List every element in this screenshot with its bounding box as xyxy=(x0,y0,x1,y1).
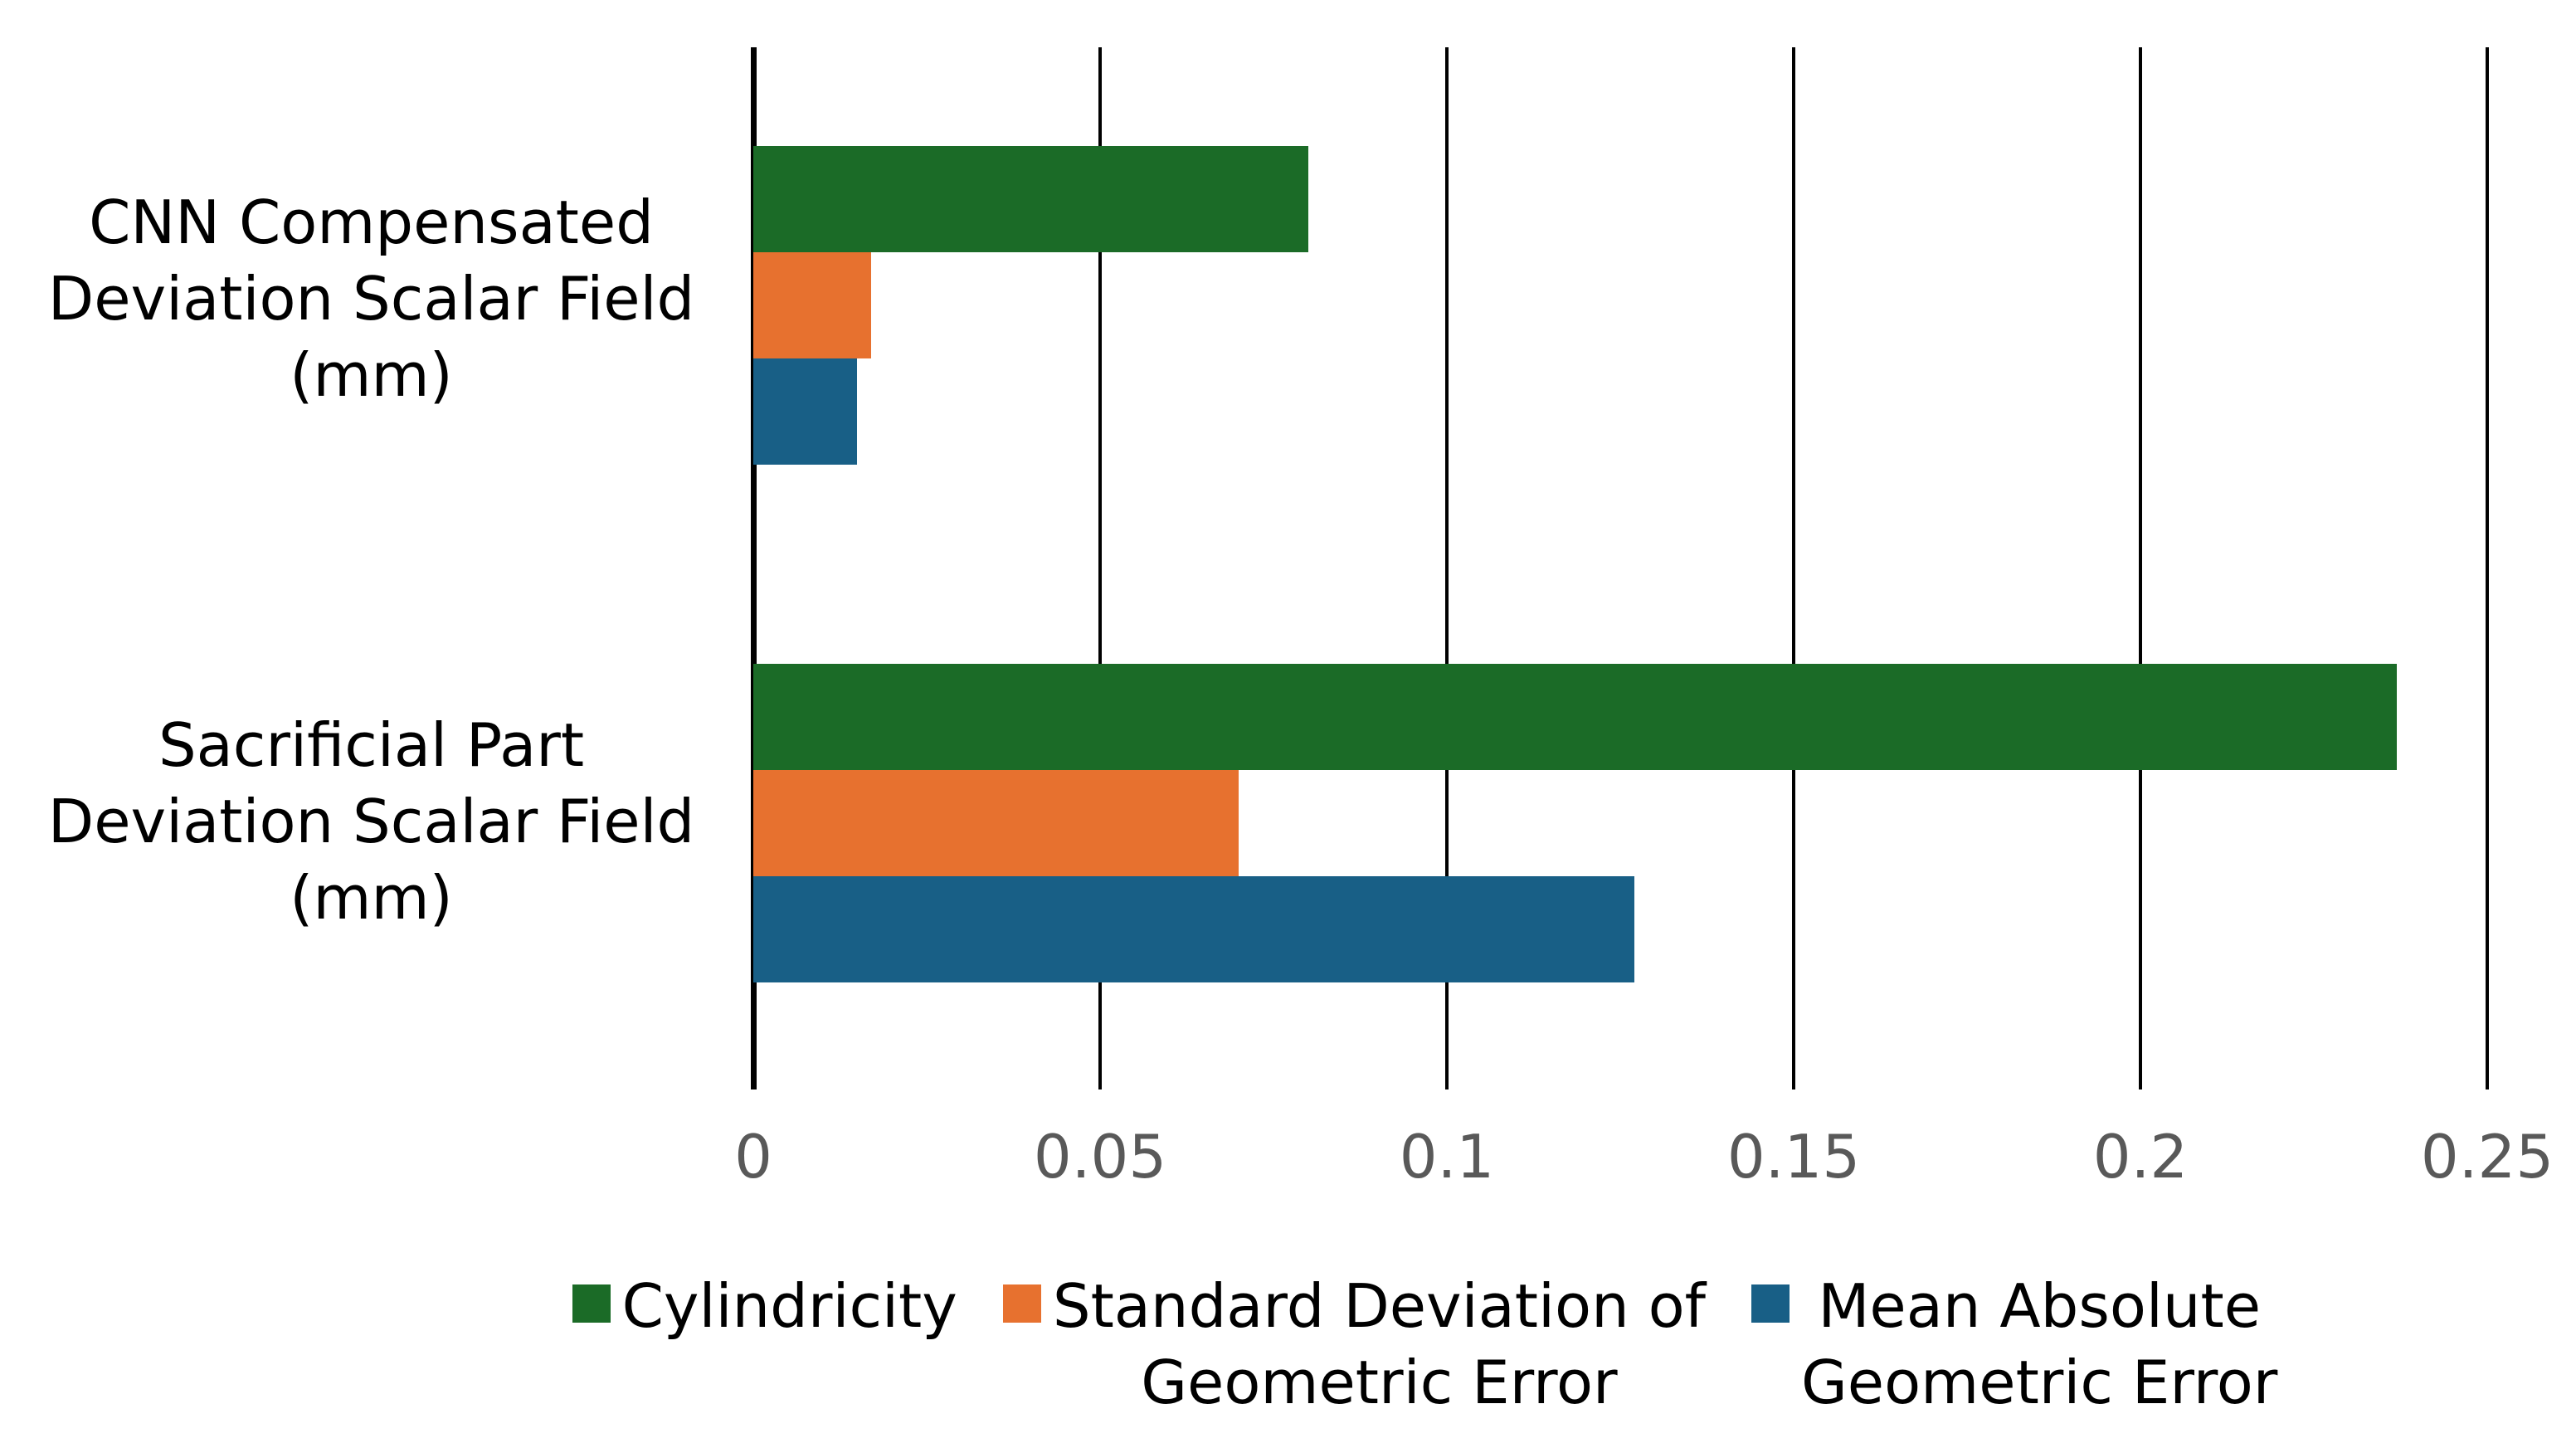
legend-label-line: Cylindricity xyxy=(621,1271,957,1341)
category-label-cnn: CNN Compensated Deviation Scalar Field (mm… xyxy=(12,184,730,413)
category-label-line: (mm) xyxy=(290,863,453,933)
x-tick-label-0.05: 0.05 xyxy=(1033,1122,1167,1192)
x-tick-label-0.25: 0.25 xyxy=(2420,1122,2554,1192)
x-tick-label-0.1: 0.1 xyxy=(1399,1122,1495,1192)
gridline-0.2 xyxy=(2139,47,2142,1089)
legend-item-series-3: Mean Absolute Geometric Error xyxy=(1751,1268,2277,1421)
bar-cnn-series-3 xyxy=(753,358,858,465)
category-label-line: CNN Compensated xyxy=(89,188,654,257)
gridline-0.05 xyxy=(1098,47,1102,1089)
legend-label: Mean Absolute Geometric Error xyxy=(1801,1268,2277,1421)
category-label-sacrificial: Sacrificial Part Deviation Scalar Field (m… xyxy=(12,707,730,936)
legend-label: Standard Deviation of Geometric Error xyxy=(1053,1268,1706,1421)
gridline-0.1 xyxy=(1445,47,1449,1089)
category-label-line: Sacrificial Part xyxy=(158,710,585,780)
chart-legend: Cylindricity Standard Deviation of Geometr… xyxy=(274,1268,2576,1421)
legend-item-series-2: Standard Deviation of Geometric Error xyxy=(1002,1268,1706,1421)
gridline-0.15 xyxy=(1792,47,1795,1089)
bar-cnn-series-2 xyxy=(753,252,872,358)
category-label-line: (mm) xyxy=(290,340,453,410)
gridline-0.25 xyxy=(2486,47,2489,1089)
legend-swatch-icon xyxy=(1751,1284,1790,1323)
bar-sacrificial-series-1 xyxy=(753,664,2398,770)
legend-label-line: Mean Absolute xyxy=(1818,1271,2262,1341)
legend-label: Cylindricity xyxy=(622,1268,957,1344)
bar-cnn-series-1 xyxy=(753,146,1308,252)
category-label-line: Deviation Scalar Field xyxy=(47,264,695,334)
x-tick-label-0: 0 xyxy=(734,1122,772,1192)
y-axis-line xyxy=(751,47,757,1089)
legend-swatch-icon xyxy=(572,1284,611,1323)
plot-area xyxy=(751,47,2489,1089)
x-tick-label-0.15: 0.15 xyxy=(1726,1122,1861,1192)
legend-item-series-1: Cylindricity xyxy=(572,1268,957,1344)
legend-label-line: Geometric Error xyxy=(1801,1348,2278,1417)
bar-sacrificial-series-2 xyxy=(753,770,1239,876)
legend-label-line: Geometric Error xyxy=(1141,1348,1618,1417)
category-label-line: Deviation Scalar Field xyxy=(47,787,695,856)
legend-label-line: Standard Deviation of xyxy=(1052,1271,1706,1341)
bar-sacrificial-series-3 xyxy=(753,876,1634,982)
legend-swatch-icon xyxy=(1002,1284,1041,1323)
x-tick-label-0.2: 0.2 xyxy=(2092,1122,2189,1192)
